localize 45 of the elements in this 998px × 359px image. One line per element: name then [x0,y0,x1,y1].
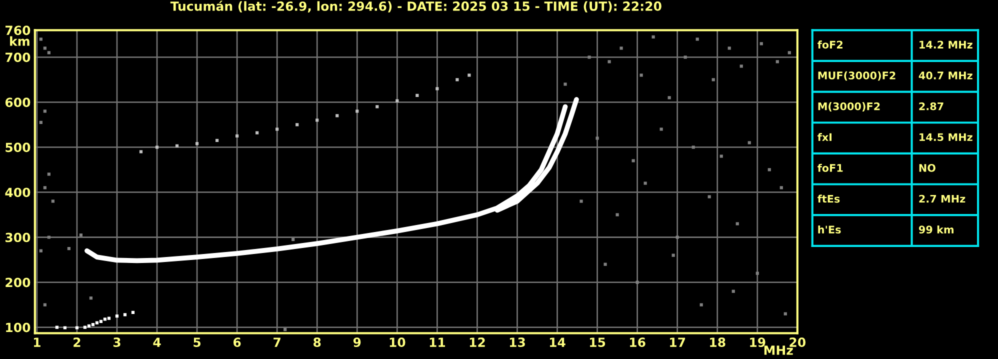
x-tick-label: 18 [710,338,726,347]
x-tick-label: 8 [314,338,321,347]
category-label: foF2 [818,40,842,49]
x-tick-label: 5 [194,338,201,347]
y-tick-label: 200 [6,278,30,288]
x-tick-label: 15 [590,338,606,347]
y-tick-label: 100 [6,322,30,332]
x-tick-label: 17 [670,338,686,347]
chart-title: Tucumán (lat: -26.9, lon: 294.6) - DATE: 2025 03 15 - TIME (UT): 22:20 [170,0,662,12]
x-tick-label: 10 [390,338,406,347]
category-label: fxI [818,132,832,141]
x-tick-label: 1 [34,338,40,347]
text: 14.2 MHz [920,40,972,48]
y-tick-label: 300 [6,232,30,242]
category-label: ftEs [818,194,840,203]
x-axis-title: MHz [764,346,793,355]
category-label: h'Es [818,225,841,234]
x-tick-label: 9 [353,338,361,347]
x-tick-label: 19 [750,338,766,347]
text: 2.87 [919,102,944,110]
text: 2.7 MHz [919,194,966,203]
x-tick-label: 14 [550,338,566,347]
x-tick-label: 6 [233,338,241,347]
x-tick-label: 16 [630,338,646,347]
x-tick-label: 12 [470,338,485,347]
x-tick-label: 20 [790,338,806,347]
text: 99 km [918,225,954,234]
y-axis-title: km [10,36,30,46]
x-tick-label: 2 [74,338,80,347]
category-label: foF1 [818,164,843,172]
text: 14.5 MHz [920,133,972,142]
text: 40.7 MHz [918,72,972,80]
y-tick-label: 500 [6,142,30,152]
x-tick-label: 11 [430,338,446,347]
y-tick-label: 600 [5,98,30,108]
x-tick-label: 13 [510,338,525,347]
category-label: M(3000)F2 [818,102,880,112]
text: NO [919,164,936,172]
category-label: MUF(3000)F2 [818,71,896,81]
x-tick-label: 7 [274,338,280,347]
x-tick-label: 3 [113,338,120,347]
y-tick-label: 760 [6,26,30,36]
y-tick-label: 700 [6,52,30,62]
x-tick-label: 4 [153,338,161,347]
y-tick-label: 400 [5,188,30,198]
